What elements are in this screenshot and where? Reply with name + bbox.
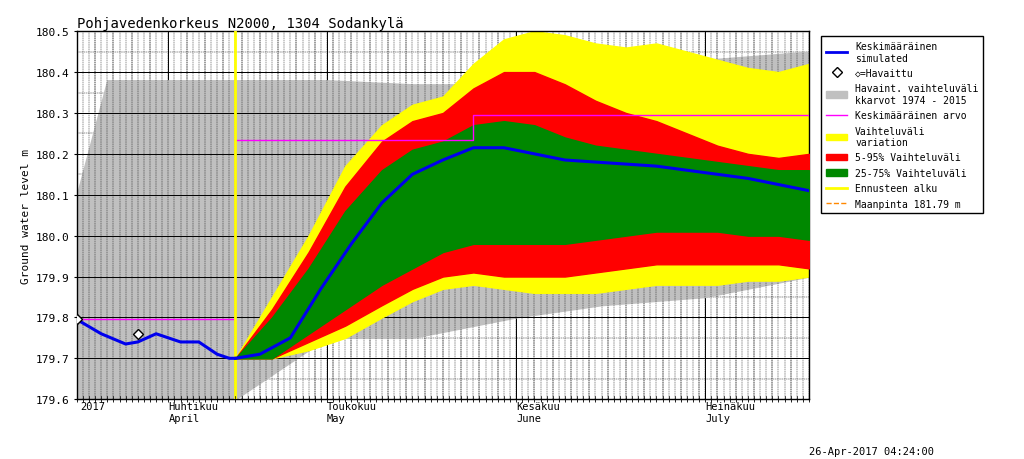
Text: 26-Apr-2017 04:24:00: 26-Apr-2017 04:24:00	[809, 447, 934, 456]
Text: 2017: 2017	[80, 401, 104, 411]
Text: Heinäkuu
July: Heinäkuu July	[706, 401, 756, 423]
Text: Kesäkuu
June: Kesäkuu June	[516, 401, 560, 423]
Text: Huhtikuu
April: Huhtikuu April	[168, 401, 218, 423]
Text: Pohjavedenkorkeus N2000, 1304 Sodankylä: Pohjavedenkorkeus N2000, 1304 Sodankylä	[77, 17, 403, 31]
Y-axis label: Ground water level m: Ground water level m	[22, 148, 32, 283]
Legend: Keskimääräinen
simulated, ◇=Havaittu, Havaint. vaihteluväli
kkarvot 1974 - 2015,: Keskimääräinen simulated, ◇=Havaittu, Ha…	[821, 37, 983, 214]
Text: Toukokuu
May: Toukokuu May	[327, 401, 377, 423]
